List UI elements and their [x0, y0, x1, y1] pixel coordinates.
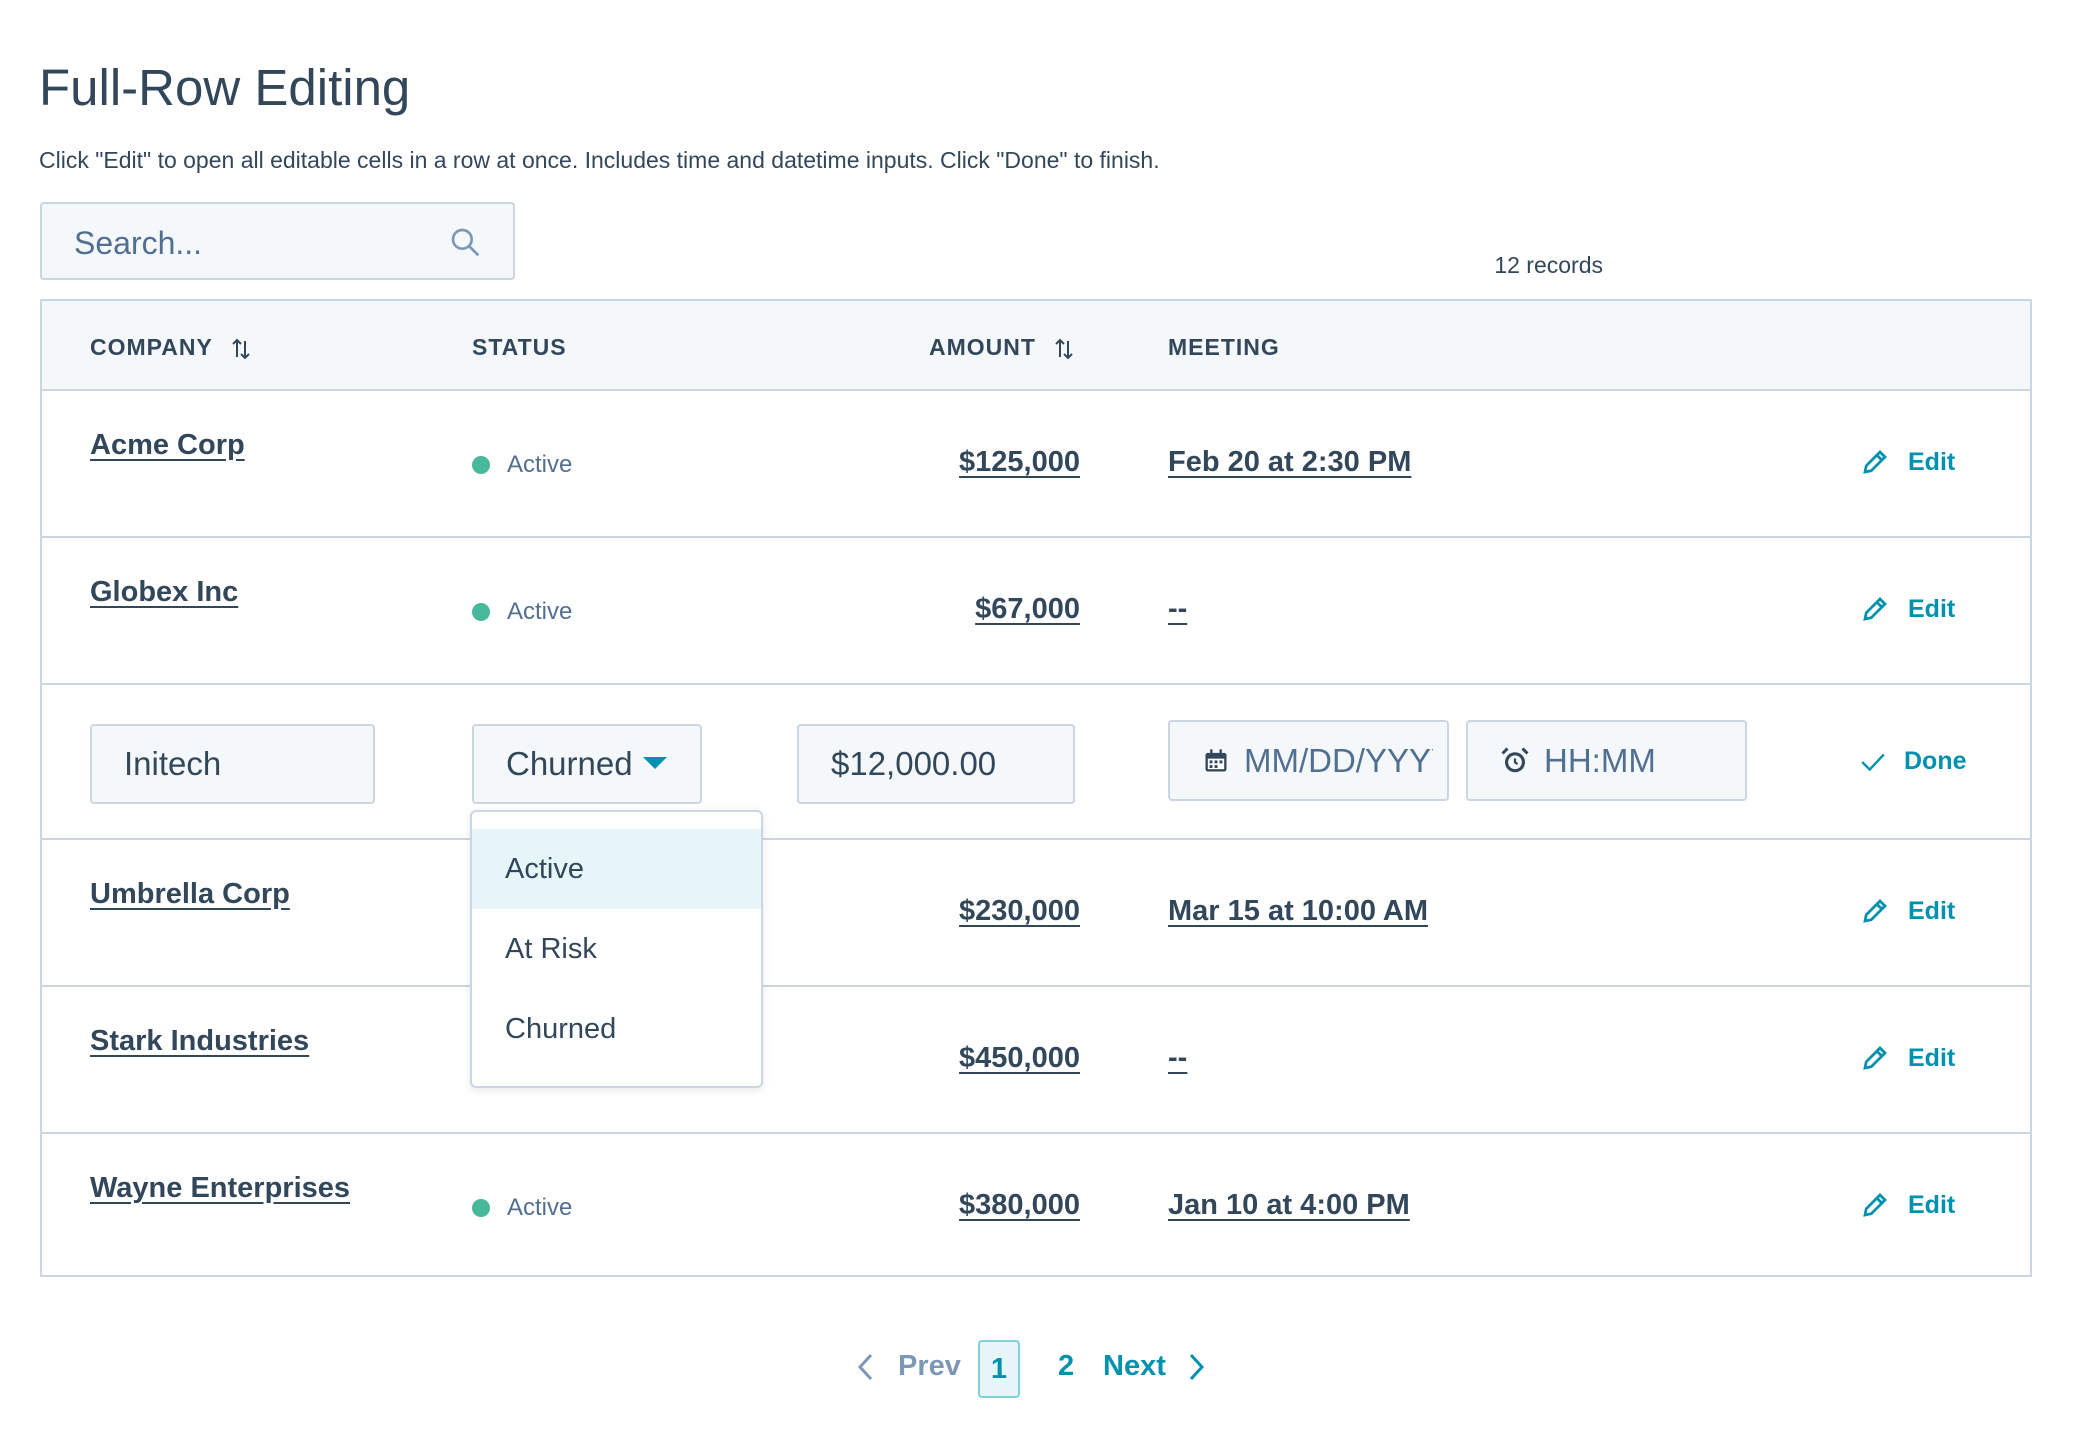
edit-label: Edit	[1908, 1043, 1956, 1072]
done-button[interactable]: Done	[1860, 747, 1967, 776]
status-badge: Active	[472, 1194, 572, 1222]
edit-button[interactable]: Edit	[1860, 594, 1955, 624]
sort-icon[interactable]	[1053, 337, 1075, 361]
search-box[interactable]	[40, 202, 515, 280]
company-field[interactable]	[90, 724, 375, 804]
pagination: Prev 1 2 Next	[0, 1340, 2080, 1400]
search-icon[interactable]	[449, 226, 481, 258]
status-select-value: Churned	[506, 745, 633, 782]
column-header-company[interactable]: COMPANY	[90, 333, 252, 361]
status-dot	[472, 456, 490, 474]
meeting-value[interactable]: --	[1168, 1042, 1188, 1074]
table-row-editing: Churned Done	[42, 685, 2030, 840]
calendar-icon	[1205, 748, 1227, 771]
company-input[interactable]	[92, 745, 373, 783]
search-input[interactable]	[72, 222, 456, 264]
edit-button[interactable]: Edit	[1860, 896, 1955, 926]
table-row: Acme Corp Active $125,000 Feb 20 at 2:30…	[42, 391, 2030, 538]
edit-button[interactable]: Edit	[1860, 1043, 1955, 1073]
company-link[interactable]: Globex Inc	[90, 576, 239, 608]
amount-field[interactable]	[797, 724, 1075, 804]
meeting-value[interactable]: Feb 20 at 2:30 PM	[1168, 446, 1412, 478]
page-description: Click "Edit" to open all editable cells …	[39, 147, 1160, 173]
done-label: Done	[1904, 747, 1967, 775]
pencil-icon	[1863, 1193, 1887, 1217]
page-title: Full-Row Editing	[39, 59, 411, 116]
edit-label: Edit	[1908, 594, 1956, 623]
status-label: Active	[507, 1194, 573, 1221]
next-button[interactable]: Next	[1103, 1350, 1206, 1383]
date-field[interactable]	[1168, 720, 1449, 801]
menu-item-active[interactable]: Active	[472, 829, 761, 909]
caret-down-icon	[642, 757, 667, 769]
chevron-right-icon	[1189, 1353, 1204, 1380]
alarm-clock-icon	[1501, 746, 1529, 772]
meeting-value[interactable]: Mar 15 at 10:00 AM	[1168, 895, 1429, 927]
chevron-left-icon	[857, 1353, 873, 1380]
column-header-status: STATUS	[472, 334, 567, 360]
prev-label: Prev	[898, 1350, 961, 1382]
checkmark-icon	[1861, 753, 1885, 771]
edit-label: Edit	[1908, 896, 1956, 925]
edit-button[interactable]: Edit	[1860, 1190, 1955, 1220]
company-link[interactable]: Stark Industries	[90, 1025, 310, 1057]
time-field[interactable]	[1466, 720, 1747, 801]
column-header-label: AMOUNT	[929, 334, 1036, 360]
edit-button[interactable]: Edit	[1860, 447, 1955, 477]
pencil-icon	[1863, 1046, 1887, 1070]
status-label: Active	[507, 598, 573, 625]
table-row: Globex Inc Active $67,000 -- Edit	[42, 538, 2030, 685]
status-label: Active	[507, 451, 573, 478]
meeting-value[interactable]: --	[1168, 593, 1188, 625]
page-button-1[interactable]: 1	[978, 1340, 1020, 1398]
status-badge: Active	[472, 451, 572, 479]
company-link[interactable]: Umbrella Corp	[90, 878, 290, 910]
date-input[interactable]	[1230, 741, 1447, 780]
menu-item-at-risk[interactable]: At Risk	[505, 932, 597, 965]
amount-value[interactable]: $67,000	[975, 593, 1080, 625]
pencil-icon	[1863, 899, 1887, 923]
status-badge: Active	[472, 598, 572, 626]
status-dropdown-menu: Active At Risk Churned	[470, 810, 763, 1088]
company-link[interactable]: Acme Corp	[90, 429, 245, 461]
amount-value[interactable]: $230,000	[959, 895, 1080, 927]
status-dot	[472, 603, 490, 621]
data-table: COMPANY STATUS AMOUNT MEETING Acme Corp …	[40, 299, 2032, 1277]
status-select[interactable]: Churned	[472, 724, 702, 804]
meeting-value[interactable]: Jan 10 at 4:00 PM	[1168, 1189, 1410, 1221]
sort-icon[interactable]	[230, 337, 252, 361]
page-button-2[interactable]: 2	[1058, 1350, 1075, 1382]
table-row: Stark Industries $450,000 -- Edit	[42, 987, 2030, 1134]
time-input[interactable]	[1530, 741, 1745, 780]
records-count: 12 records	[1494, 252, 1603, 278]
column-header-amount[interactable]: AMOUNT	[929, 333, 1075, 361]
amount-value[interactable]: $380,000	[959, 1189, 1080, 1221]
pencil-icon	[1863, 597, 1887, 621]
status-dot	[472, 1199, 490, 1217]
column-header-label: COMPANY	[90, 334, 213, 360]
table-row: Wayne Enterprises Active $380,000 Jan 10…	[42, 1134, 2030, 1275]
edit-label: Edit	[1908, 447, 1956, 476]
column-header-meeting: MEETING	[1168, 334, 1280, 360]
table-row: Umbrella Corp $230,000 Mar 15 at 10:00 A…	[42, 840, 2030, 987]
amount-value[interactable]: $125,000	[959, 446, 1080, 478]
edit-label: Edit	[1908, 1190, 1956, 1219]
prev-button[interactable]: Prev	[856, 1350, 961, 1383]
pencil-icon	[1863, 450, 1887, 474]
next-label: Next	[1103, 1350, 1166, 1382]
amount-input[interactable]	[799, 745, 1073, 783]
menu-item-churned[interactable]: Churned	[505, 1012, 617, 1045]
table-header: COMPANY STATUS AMOUNT MEETING	[42, 301, 2030, 391]
amount-value[interactable]: $450,000	[959, 1042, 1080, 1074]
company-link[interactable]: Wayne Enterprises	[90, 1172, 351, 1204]
